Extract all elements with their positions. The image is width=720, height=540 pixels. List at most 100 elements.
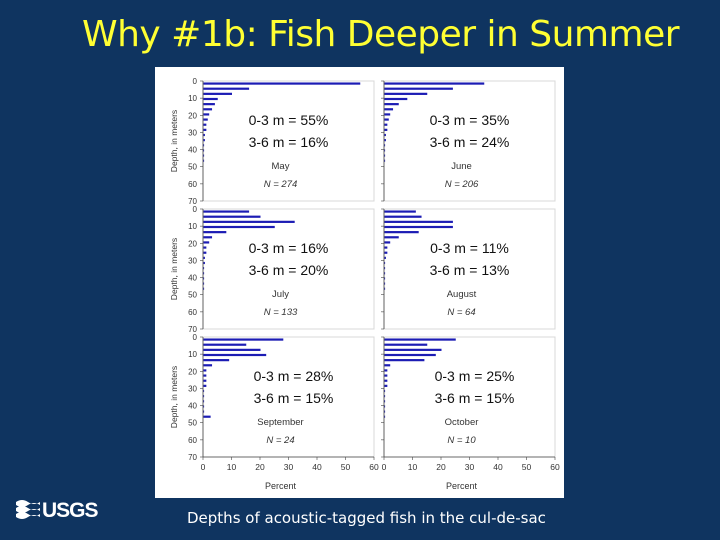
depth-bar <box>384 92 428 95</box>
depth-bar <box>203 374 207 377</box>
depth-bar <box>203 364 213 367</box>
shallow-percent-stat: 0-3 m = 25% <box>435 368 515 384</box>
depth-bar <box>203 154 205 157</box>
depth-bar <box>384 353 436 357</box>
x-tick-label: 10 <box>408 462 418 472</box>
depth-bar <box>203 241 210 244</box>
depth-bar <box>203 353 267 357</box>
depth-bar <box>384 103 399 106</box>
depth-bar <box>384 369 388 372</box>
mid-depth-percent-stat: 3-6 m = 15% <box>254 390 334 406</box>
y-tick-label: 60 <box>188 436 197 445</box>
y-axis-label: Depth, in meters <box>169 366 179 428</box>
depth-bar <box>384 287 386 290</box>
x-tick-label: 60 <box>550 462 560 472</box>
shallow-percent-stat: 0-3 m = 16% <box>249 240 329 256</box>
depth-bar <box>203 277 205 280</box>
depth-bar <box>384 108 394 111</box>
y-tick-label: 10 <box>188 94 197 103</box>
depth-bar <box>384 400 386 403</box>
depth-bar <box>384 149 386 152</box>
y-tick-label: 40 <box>188 402 197 411</box>
y-tick-label: 70 <box>188 197 197 206</box>
depth-bar <box>384 374 388 377</box>
depth-bar <box>203 108 213 111</box>
y-tick-label: 70 <box>188 453 197 462</box>
y-tick-label: 10 <box>188 222 197 231</box>
y-tick-label: 30 <box>188 128 197 137</box>
depth-bar <box>203 256 205 259</box>
depth-bar <box>203 118 208 121</box>
depth-bar <box>203 267 205 270</box>
depth-bar <box>203 133 205 137</box>
depth-bar <box>203 369 207 372</box>
depth-bar <box>384 246 388 249</box>
depth-bar <box>203 359 230 362</box>
depth-bar <box>203 210 250 213</box>
depth-bar <box>384 415 386 418</box>
depth-bar <box>384 384 388 387</box>
depth-bar <box>384 389 386 393</box>
depth-bar <box>384 215 422 218</box>
depth-bar <box>203 395 205 398</box>
y-tick-label: 50 <box>188 163 197 172</box>
x-tick-label: 0 <box>201 462 206 472</box>
figure-caption: Depths of acoustic-tagged fish in the cu… <box>187 509 546 527</box>
depth-bar <box>203 410 205 413</box>
panel-may: 0 10 20 30 40 50 60 70 0-3 m = 55% 3-6 m = 16% May… <box>169 77 375 206</box>
depth-bar <box>203 415 211 418</box>
depth-bar <box>384 97 408 101</box>
depth-bar <box>384 364 391 367</box>
month-label: July <box>272 289 289 300</box>
x-tick-label: 0 <box>382 462 387 472</box>
slide-title: Why #1b: Fish Deeper in Summer <box>82 14 680 55</box>
depth-bar <box>384 272 386 275</box>
depth-bar <box>203 123 207 126</box>
x-tick-label: 20 <box>255 462 265 472</box>
month-label: May <box>272 161 290 172</box>
depth-histogram-chart: 0 10 20 30 40 50 60 70 0-3 m = 55% 3-6 m = 16% May… <box>169 77 560 491</box>
month-label: September <box>257 417 303 428</box>
x-tick-label: 40 <box>493 462 503 472</box>
depth-bar <box>203 82 361 85</box>
panel-october: 0-3 m = 25% 3-6 m = 15% October N = 10 0 10 20… <box>381 336 560 491</box>
sample-size-label: N = 10 <box>447 435 476 446</box>
depth-bar <box>384 241 391 244</box>
depth-bar <box>384 261 386 265</box>
depth-bar <box>384 277 386 280</box>
depth-bar <box>384 154 386 157</box>
depth-bar <box>203 400 205 403</box>
depth-bar <box>203 236 213 239</box>
depth-bar <box>384 338 456 341</box>
depth-bar <box>203 87 250 90</box>
depth-bar <box>203 405 205 408</box>
depth-bar <box>203 348 261 351</box>
depth-bar <box>384 251 388 254</box>
y-tick-label: 30 <box>188 256 197 265</box>
depth-bar <box>384 82 485 85</box>
x-axis-label: Percent <box>265 481 297 491</box>
depth-bar <box>203 251 207 254</box>
panel-july: 0 10 20 30 40 50 60 70 0-3 m = 16% 3-6 m = 20% Jul… <box>169 205 375 334</box>
depth-bar <box>203 97 218 101</box>
x-tick-label: 40 <box>312 462 322 472</box>
depth-bar <box>384 236 399 239</box>
y-tick-label: 30 <box>188 384 197 393</box>
x-tick-label: 50 <box>341 462 351 472</box>
depth-bar <box>203 215 261 218</box>
y-tick-label: 20 <box>188 367 197 376</box>
mid-depth-percent-stat: 3-6 m = 13% <box>430 262 510 278</box>
sample-size-label: N = 274 <box>264 179 298 190</box>
depth-bar <box>203 159 205 162</box>
depth-bar <box>203 282 205 285</box>
depth-bar <box>384 159 386 162</box>
y-tick-label: 40 <box>188 146 197 155</box>
y-tick-label: 50 <box>188 419 197 428</box>
x-tick-label: 20 <box>436 462 446 472</box>
x-tick-label: 60 <box>369 462 379 472</box>
depth-bar <box>384 139 386 142</box>
y-tick-label: 10 <box>188 350 197 359</box>
depth-bar <box>203 220 295 223</box>
mid-depth-percent-stat: 3-6 m = 16% <box>249 134 329 150</box>
depth-bar <box>203 338 284 341</box>
